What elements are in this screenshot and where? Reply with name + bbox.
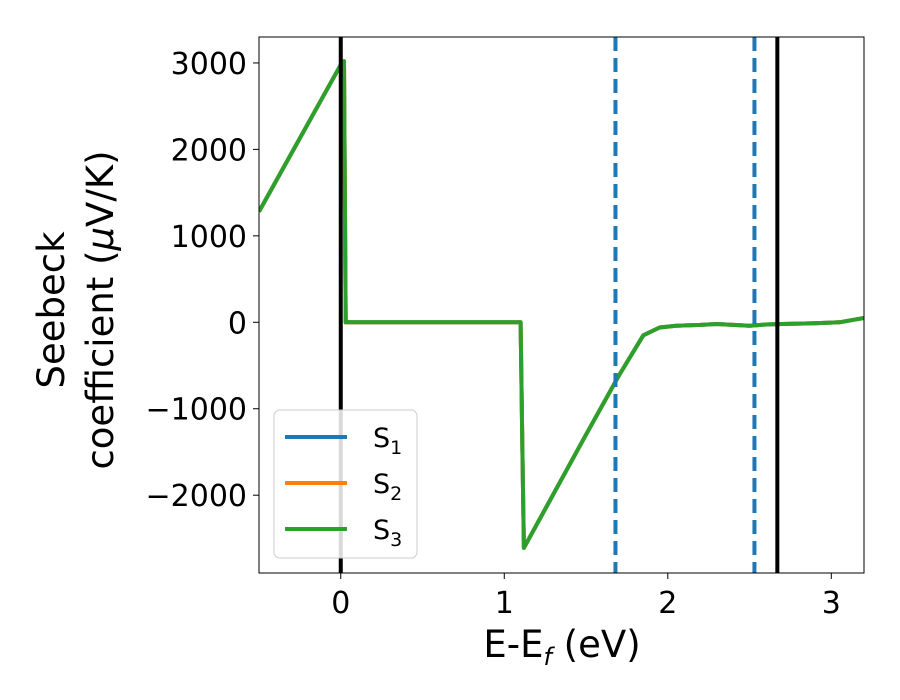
axis-ticks: 0 1 2 3 3000 2000 1000 0 −1000 −2000 xyxy=(146,47,841,621)
y-tick-label: 2000 xyxy=(171,133,247,168)
x-tick-label: 3 xyxy=(822,586,841,621)
x-tick-label: 1 xyxy=(495,586,514,621)
y-axis-label-suffix: V/K) xyxy=(79,150,122,226)
y-tick-label: 0 xyxy=(228,306,247,341)
y-axis-label-line1: Seebeck xyxy=(30,231,73,389)
y-tick-label: −1000 xyxy=(146,393,247,428)
series-line-s3 xyxy=(259,59,864,550)
y-tick-label: −2000 xyxy=(146,479,247,514)
y-axis-label-line2: coefficient (μV/K) xyxy=(79,150,122,469)
x-axis-label-unit: (eV) xyxy=(552,623,641,666)
legend-label-s3: S3 xyxy=(373,515,402,551)
x-tick-label: 0 xyxy=(331,586,350,621)
y-axis-label-mu: μ xyxy=(79,227,122,252)
legend-label-s1: S1 xyxy=(373,423,402,459)
x-axis-label: E-Ef (eV) xyxy=(483,623,640,671)
y-tick-label: 3000 xyxy=(171,47,247,82)
x-tick-label: 2 xyxy=(658,586,677,621)
legend-label-s2: S2 xyxy=(373,469,402,505)
y-tick-label: 1000 xyxy=(171,220,247,255)
plot-frame xyxy=(258,36,865,574)
y-axis-label-prefix: coefficient ( xyxy=(79,250,122,469)
x-axis-label-main: E-E xyxy=(483,623,543,666)
legend: S1 S2 S3 xyxy=(273,409,418,559)
